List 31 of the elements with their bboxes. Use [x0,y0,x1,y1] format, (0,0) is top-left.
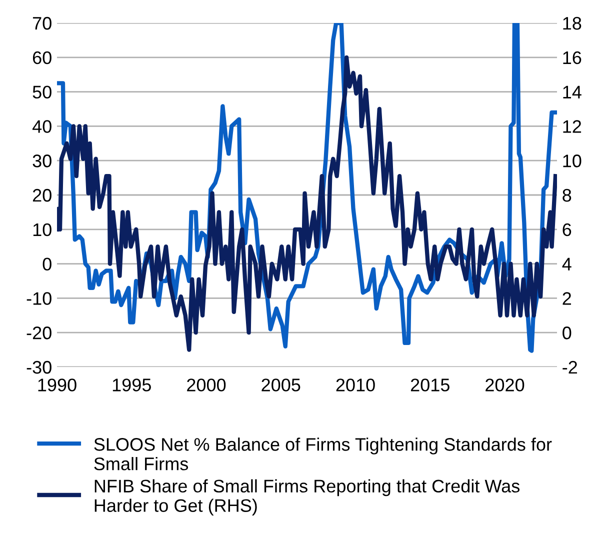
legend-label: NFIB Share of Small Firms Reporting that Credit Was Harder to Get (RHS) [94,479,520,516]
y-tick-label: 0 [42,258,52,271]
y2-tick-label: 0 [562,326,572,340]
x-tick-label: 2005 [262,378,300,392]
y-tick-label: 40 [32,120,52,133]
x-tick-label: 2010 [336,378,375,392]
y2-tick-label: -2 [562,360,578,374]
y2-tick-label: 14 [563,86,582,98]
y2-tick-label: 4 [562,258,572,270]
y-tick-label: 50 [32,86,52,99]
y2-tick-label: 10 [563,154,582,168]
y-tick-label: 60 [32,51,52,64]
legend-label: SLOOS Net % Balance of Firms Tightening Standards for Small Firms [94,438,552,470]
y-tick-label: -30 [26,360,52,374]
x-tick-label: 2015 [410,378,450,392]
y2-tick-label: 6 [562,223,572,236]
y-tick-label: 70 [32,16,52,30]
y-tick-label: 10 [33,223,52,236]
y-tick-label: -10 [26,292,52,305]
y-tick-label: 20 [32,188,52,202]
x-tick-label: 1995 [112,378,151,392]
x-tick-label: 2020 [486,378,524,392]
y2-tick-label: 8 [562,188,572,202]
y-tick-label: 30 [32,154,52,168]
y2-tick-label: 18 [563,16,582,30]
y-tick-label: -20 [26,326,52,340]
y2-tick-label: 16 [563,51,582,64]
x-tick-label: 2000 [187,378,226,392]
x-tick-label: 1990 [38,378,76,392]
y2-tick-label: 2 [562,292,571,305]
y2-tick-label: 12 [563,120,582,133]
